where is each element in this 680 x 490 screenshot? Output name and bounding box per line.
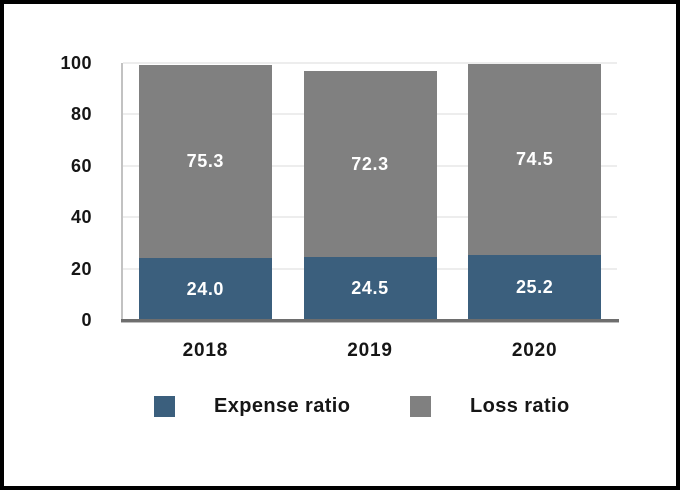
y-tick-label: 40 bbox=[70, 207, 92, 228]
y-tick-label: 80 bbox=[70, 104, 92, 125]
bar-2019-loss-ratio: 72.3 bbox=[303, 71, 437, 258]
bar-2018-expense-ratio: 24.0 bbox=[138, 258, 272, 320]
y-tick-label: 60 bbox=[70, 155, 92, 176]
legend-swatch-icon bbox=[154, 396, 175, 417]
y-axis-line bbox=[121, 63, 123, 320]
bar-value-label: 24.0 bbox=[186, 278, 225, 299]
x-tick-label: 2020 bbox=[511, 340, 558, 361]
legend-label: Expense ratio bbox=[214, 395, 351, 417]
bar-2018-loss-ratio: 75.3 bbox=[138, 64, 272, 259]
bar-value-label: 75.3 bbox=[186, 151, 225, 172]
x-tick-label: 2019 bbox=[347, 340, 393, 361]
bar-value-label: 24.5 bbox=[351, 278, 389, 298]
legend-label: Loss ratio bbox=[470, 395, 570, 417]
bar-value-label: 25.2 bbox=[515, 277, 554, 298]
stacked-bar-chart: 0 20 40 60 80 100 24.0 75.3 24.5 72.3 25.2 74.5 20… bbox=[4, 4, 676, 486]
gridline bbox=[123, 62, 617, 64]
bar-2020-loss-ratio: 74.5 bbox=[468, 63, 602, 256]
x-tick-label: 2018 bbox=[182, 340, 229, 361]
legend-swatch-icon bbox=[410, 396, 431, 417]
legend-item-loss-ratio: Loss ratio bbox=[410, 395, 570, 418]
bar-2020-expense-ratio: 25.2 bbox=[468, 255, 602, 320]
y-tick-label: 0 bbox=[81, 310, 92, 330]
x-axis-line bbox=[121, 319, 619, 322]
bar-2019-expense-ratio: 24.5 bbox=[303, 257, 437, 320]
bar-value-label: 74.5 bbox=[515, 148, 554, 169]
y-tick-label: 20 bbox=[70, 258, 92, 279]
y-tick-label: 100 bbox=[60, 53, 92, 73]
legend-item-expense-ratio: Expense ratio bbox=[154, 395, 350, 418]
bar-value-label: 72.3 bbox=[351, 153, 389, 174]
